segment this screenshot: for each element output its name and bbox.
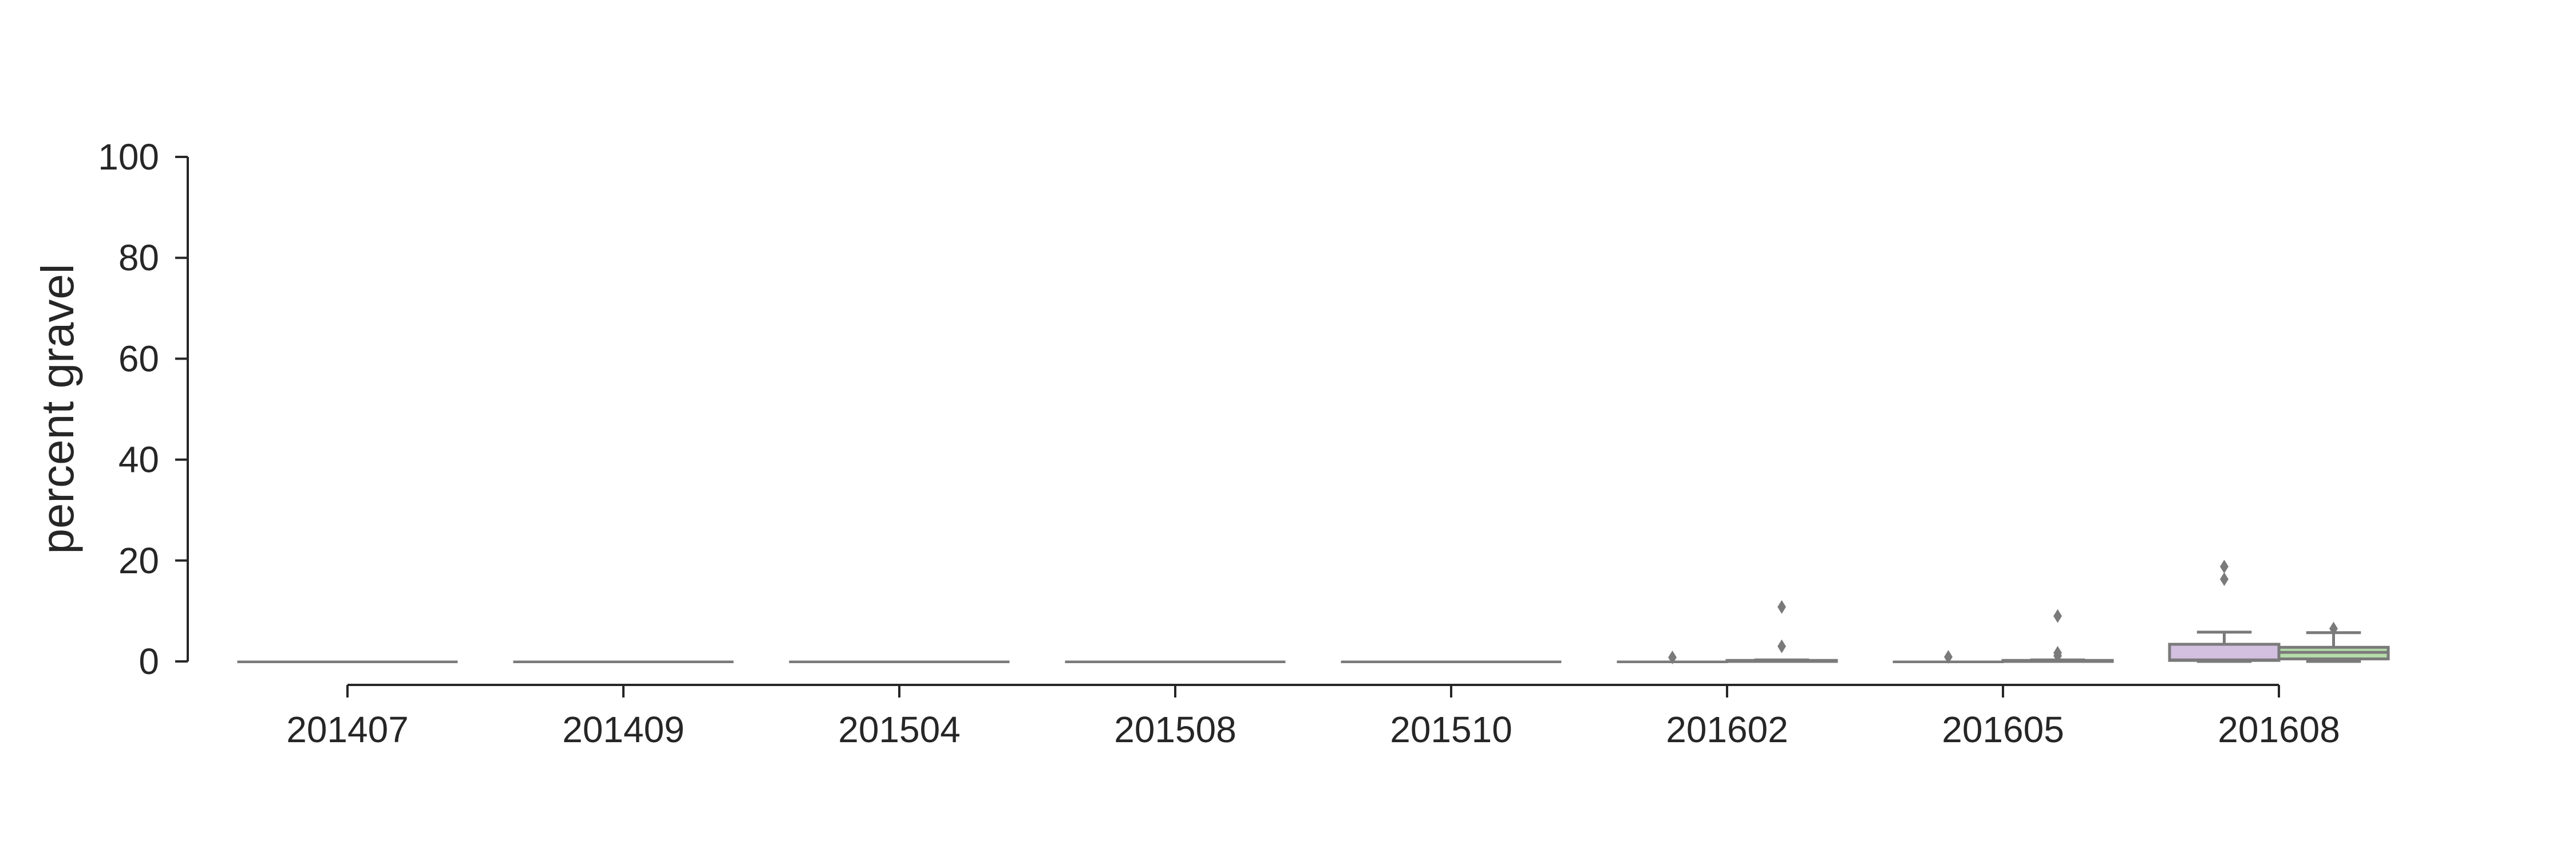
y-tick-label: 80 — [118, 237, 159, 278]
box-body — [2168, 643, 2281, 662]
box-201510-a — [1341, 660, 1452, 663]
y-tick-label: 0 — [139, 641, 159, 682]
x-tick-label: 201510 — [1390, 709, 1512, 750]
box-201409-a — [513, 660, 625, 663]
outlier-point — [2220, 572, 2229, 586]
outlier-point — [2329, 621, 2338, 636]
x-tick-label: 201605 — [1942, 709, 2064, 750]
x-axis: 201407 201409 201504 201508 201510 201602 2016… — [286, 684, 2340, 750]
box-201504-a — [789, 660, 900, 663]
y-axis-title: percent gravel — [32, 264, 83, 554]
y-tick-label: 40 — [118, 439, 159, 480]
box-201409-b — [622, 660, 734, 663]
box-201407-a — [237, 660, 349, 663]
box-201508-a — [1065, 660, 1176, 663]
x-tick-label: 201602 — [1666, 709, 1788, 750]
outlier-point — [1668, 650, 1677, 664]
outlier-point — [2053, 609, 2062, 623]
outlier-point — [1944, 650, 1953, 664]
x-tick-label: 201504 — [838, 709, 961, 750]
box-201608-a — [2168, 559, 2281, 663]
x-tick-label: 201407 — [286, 709, 409, 750]
box-201504-b — [898, 660, 1010, 663]
x-tick-label: 201508 — [1114, 709, 1236, 750]
box-201510-b — [1450, 660, 1562, 663]
box-201605-b — [2001, 609, 2114, 663]
x-tick-label: 201608 — [2218, 709, 2340, 750]
box-201602-a — [1617, 650, 1728, 664]
outlier-point — [1777, 600, 1786, 614]
y-tick-label: 100 — [98, 136, 159, 178]
box-201605-a — [1893, 650, 2004, 664]
box-201407-b — [346, 660, 458, 663]
box-201608-b — [2277, 621, 2390, 663]
y-tick-label: 60 — [118, 338, 159, 379]
outlier-point — [1777, 639, 1786, 653]
box-201508-b — [1174, 660, 1286, 663]
y-axis: 0 20 40 60 80 100 — [98, 136, 189, 682]
box-201602-b — [1725, 600, 1838, 663]
boxes-layer — [237, 559, 2390, 664]
y-tick-label: 20 — [118, 540, 159, 581]
x-tick-label: 201409 — [562, 709, 685, 750]
outlier-point — [2220, 559, 2229, 574]
outlier-point — [2053, 646, 2062, 660]
